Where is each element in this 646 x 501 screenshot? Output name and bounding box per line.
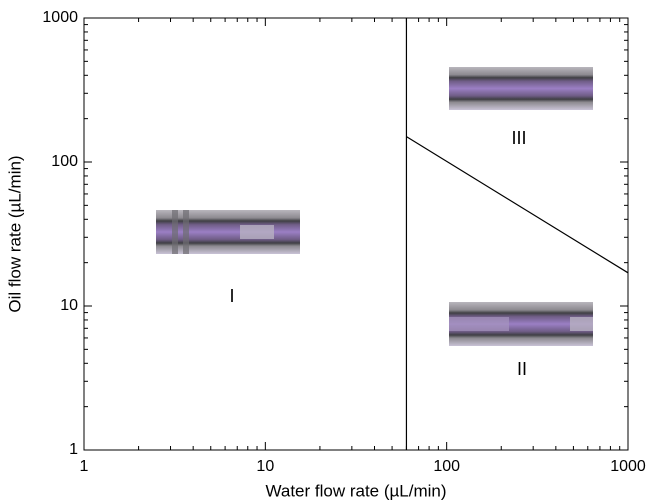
inset-image-ii <box>449 302 593 346</box>
x-tick-label: 100 <box>433 458 460 475</box>
x-axis-label: Water flow rate (µL/min) <box>265 481 446 500</box>
region-label: III <box>511 128 526 148</box>
inset-image-iii <box>449 67 593 110</box>
y-axis-label: Oil flow rate (µL/min) <box>5 155 24 312</box>
region-label: II <box>517 359 527 379</box>
y-tick-label: 10 <box>60 297 78 314</box>
x-tick-label: 1 <box>80 458 89 475</box>
x-tick-label: 1000 <box>610 458 646 475</box>
y-tick-label: 1000 <box>42 9 78 26</box>
plot-frame <box>83 17 629 451</box>
region-label: I <box>229 286 234 306</box>
y-tick-label: 100 <box>51 153 78 170</box>
boundary-line <box>406 136 629 274</box>
y-tick-label: 1 <box>69 441 78 458</box>
x-tick-label: 10 <box>256 458 274 475</box>
inset-image-i <box>156 210 300 254</box>
